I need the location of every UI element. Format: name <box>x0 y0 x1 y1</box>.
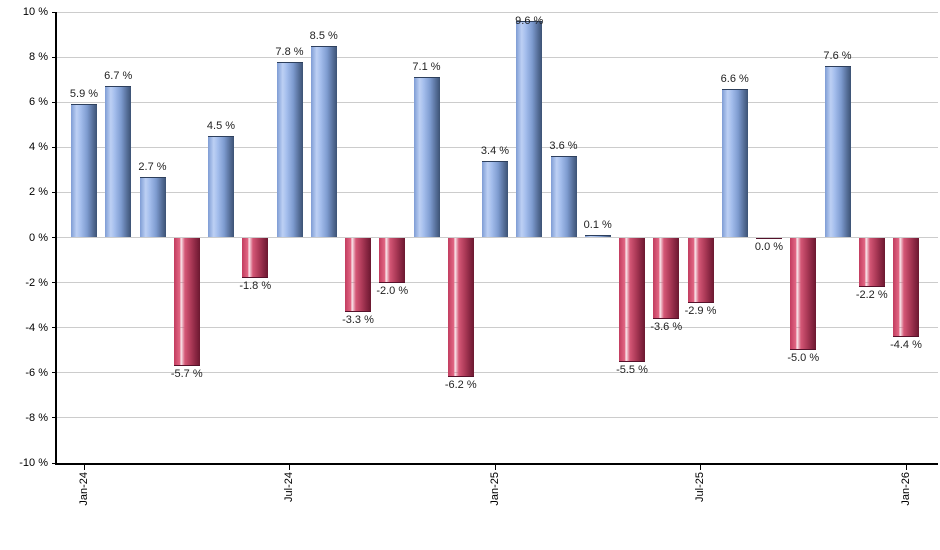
y-axis-tick <box>52 11 57 13</box>
y-axis-tick-label: 8 % <box>29 51 48 64</box>
bar-positive <box>71 104 97 238</box>
bar-negative <box>756 237 782 239</box>
bar-positive <box>584 235 611 238</box>
bar-value-label: -2.0 % <box>376 284 409 297</box>
bar-value-label: 3.4 % <box>480 144 510 157</box>
bar-value-label: -2.2 % <box>855 289 888 302</box>
y-axis-tick-label: 2 % <box>29 186 48 199</box>
bar-value-label: -3.6 % <box>650 320 683 333</box>
bar-value-label: 2.7 % <box>138 160 167 173</box>
bar-value-label: -1.8 % <box>239 280 272 293</box>
x-axis-tick <box>905 465 907 470</box>
y-axis-tick <box>52 372 57 374</box>
gridline <box>57 56 938 58</box>
x-axis-tick <box>289 465 290 470</box>
bar-value-label: -2.9 % <box>684 304 717 317</box>
x-axis-line <box>55 463 938 465</box>
x-axis-tick <box>83 465 85 470</box>
y-axis-tick <box>52 101 57 103</box>
bar-positive <box>276 61 303 238</box>
y-axis-tick-label: -6 % <box>25 366 48 379</box>
y-axis-tick <box>52 417 57 419</box>
bar-negative <box>379 237 406 283</box>
gridline <box>57 101 938 103</box>
y-axis-tick-label: 10 % <box>22 6 48 18</box>
bar-negative <box>893 237 919 337</box>
bar-negative <box>447 237 474 378</box>
bar-value-label: -5.7 % <box>170 368 203 381</box>
y-axis-tick <box>52 462 57 464</box>
x-axis-tick-label: Jan-26 <box>899 472 912 506</box>
bar-positive <box>824 66 851 238</box>
bar-positive <box>208 136 234 238</box>
bar-positive <box>105 86 132 238</box>
bar-positive <box>139 176 166 238</box>
bar-value-label: 7.6 % <box>823 50 852 63</box>
y-axis-tick-label: 6 % <box>29 96 48 109</box>
gridline <box>57 282 938 284</box>
x-axis-tick <box>494 465 496 470</box>
y-axis-tick-label: -2 % <box>25 276 48 289</box>
bar-negative <box>619 237 645 362</box>
y-axis-tick <box>52 146 57 148</box>
bar-negative <box>653 237 680 319</box>
y-axis-tick <box>52 237 57 238</box>
bar-negative <box>790 237 817 351</box>
bar-negative <box>345 237 371 312</box>
bar-value-label: -5.5 % <box>616 363 648 376</box>
bar-value-label: 0.0 % <box>754 241 784 253</box>
gridline <box>57 372 938 374</box>
x-axis-tick-label: Jul-25 <box>694 472 706 502</box>
bar-value-label: 6.6 % <box>720 72 749 85</box>
bar-value-label: 0.1 % <box>583 219 612 232</box>
gridline <box>57 417 938 419</box>
bar-value-label: -6.2 % <box>444 379 477 392</box>
bar-value-label: 7.1 % <box>412 61 441 74</box>
y-axis-tick <box>52 191 57 193</box>
bar-positive <box>310 45 337 238</box>
bar-value-label: 8.5 % <box>309 29 338 42</box>
bar-value-label: 5.9 % <box>69 88 99 101</box>
y-axis-tick <box>52 327 57 329</box>
y-axis-tick-label: 0 % <box>29 231 48 244</box>
bar-positive <box>413 77 440 238</box>
bar-negative <box>687 237 714 303</box>
bar-positive <box>721 88 748 238</box>
bar-negative <box>173 237 200 367</box>
gridline <box>57 146 938 148</box>
gridline <box>57 237 938 238</box>
x-axis-tick <box>700 465 701 470</box>
y-axis-tick-label: -10 % <box>19 457 48 469</box>
x-axis-tick-label: Jan-25 <box>488 472 501 506</box>
y-axis-tick <box>52 282 57 284</box>
bar-value-label: 9.6 % <box>515 15 544 27</box>
x-axis-tick-label: Jul-24 <box>283 472 295 502</box>
y-axis-line <box>55 12 57 465</box>
y-axis-tick <box>52 56 57 58</box>
y-axis-tick-label: -8 % <box>25 411 48 424</box>
bar-value-label: 7.8 % <box>275 45 304 58</box>
bar-value-label: 6.7 % <box>104 70 133 83</box>
bar-negative <box>858 237 885 288</box>
y-axis-tick-label: 4 % <box>29 141 48 154</box>
x-axis-tick-label: Jan-24 <box>77 472 90 506</box>
bar-value-label: -4.4 % <box>890 338 922 351</box>
bar-value-label: 4.5 % <box>206 120 236 133</box>
gridline <box>57 327 938 329</box>
gridline <box>57 11 938 13</box>
bar-value-label: -3.3 % <box>342 313 374 326</box>
bar-positive <box>550 156 577 238</box>
bar-value-label: 3.6 % <box>549 140 578 153</box>
bar-negative <box>242 237 269 279</box>
bar-value-label: -5.0 % <box>787 352 820 365</box>
y-axis-tick-label: -4 % <box>25 321 48 334</box>
bar-positive <box>516 21 543 238</box>
bar-positive <box>482 160 508 238</box>
